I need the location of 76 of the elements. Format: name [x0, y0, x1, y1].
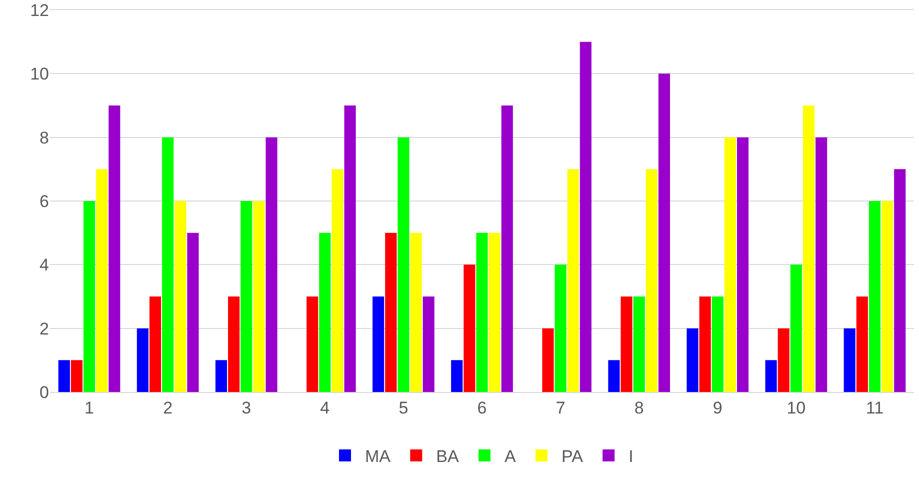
- bar: [319, 232, 331, 392]
- y-tick-label: 12: [30, 0, 49, 20]
- bar: [174, 201, 186, 392]
- bar: [58, 360, 70, 392]
- bar: [162, 137, 174, 392]
- bar: [882, 201, 894, 392]
- bar: [608, 360, 620, 392]
- y-tick-label: 0: [40, 382, 49, 402]
- bar: [488, 232, 500, 392]
- bar: [215, 360, 228, 392]
- x-tick-label: 11: [866, 398, 884, 418]
- bar: [96, 169, 108, 392]
- bar: [620, 296, 632, 392]
- bar: [554, 264, 566, 392]
- bar: [567, 169, 579, 392]
- bar: [372, 296, 384, 392]
- bar: [83, 201, 96, 392]
- bar: [580, 42, 592, 392]
- bar: [790, 264, 802, 392]
- y-tick-label: 2: [40, 319, 49, 338]
- y-tick-label: 8: [40, 128, 49, 148]
- bar: [228, 296, 240, 392]
- bar: [633, 296, 645, 392]
- legend-label: MA: [365, 447, 392, 466]
- bar: [868, 201, 881, 392]
- bar: [816, 137, 828, 392]
- legend-label: BA: [436, 447, 460, 466]
- bar: [658, 74, 670, 392]
- bar: [266, 137, 278, 392]
- bar: [686, 328, 698, 392]
- bar: [712, 296, 724, 392]
- y-tick-label: 10: [30, 64, 49, 84]
- x-tick-label: 4: [320, 398, 330, 418]
- bar: [802, 106, 815, 392]
- x-tick-label: 3: [242, 398, 252, 418]
- x-tick-label: 9: [712, 398, 722, 418]
- y-tick-label: 4: [40, 256, 49, 275]
- bar: [736, 137, 749, 392]
- x-tick-label: 5: [398, 398, 408, 418]
- bar: [476, 232, 488, 392]
- bar: [856, 296, 868, 392]
- bar: [699, 296, 711, 392]
- bar: [844, 328, 856, 392]
- bar: [136, 328, 148, 392]
- legend-label: A: [504, 447, 516, 466]
- bar: [724, 137, 736, 392]
- bar: [344, 106, 356, 392]
- x-tick-label: 7: [556, 398, 566, 418]
- bar: [385, 232, 397, 392]
- bar: [894, 169, 906, 392]
- bar: [108, 106, 120, 392]
- bar: [451, 360, 463, 392]
- legend-label: I: [628, 447, 634, 466]
- bar: [187, 232, 199, 392]
- bar: [501, 106, 513, 392]
- bar: [70, 360, 82, 392]
- x-tick-label: 2: [163, 398, 173, 418]
- bar: [149, 296, 162, 392]
- y-tick-label: 6: [40, 192, 49, 211]
- bar: [542, 328, 554, 392]
- x-tick-label: 10: [786, 398, 806, 418]
- x-tick-label: 1: [84, 398, 94, 418]
- bar: [646, 169, 658, 392]
- bar: [778, 328, 790, 392]
- bar: [332, 169, 344, 392]
- bar: [306, 296, 318, 392]
- bar: [410, 232, 422, 392]
- bar: [464, 264, 476, 392]
- bar: [422, 296, 434, 392]
- bar: [398, 137, 410, 392]
- x-tick-label: 8: [634, 398, 644, 418]
- bar: [240, 201, 252, 392]
- bar: [253, 201, 265, 392]
- x-tick-label: 6: [477, 398, 487, 418]
- legend-label: PA: [562, 447, 584, 466]
- bar: [765, 360, 777, 392]
